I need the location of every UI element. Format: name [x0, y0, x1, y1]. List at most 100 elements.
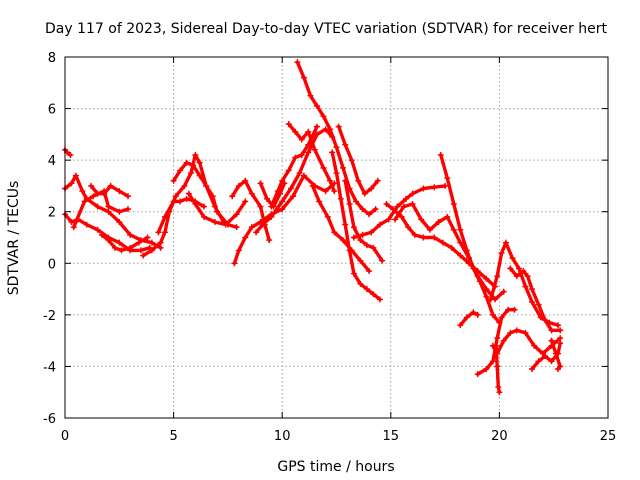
y-tick-label: 8 [48, 51, 56, 66]
data-point [155, 229, 162, 236]
data-point [116, 239, 123, 246]
data-point [181, 182, 188, 189]
data-point [116, 188, 123, 195]
data-point [177, 167, 184, 174]
data-point [277, 190, 284, 197]
data-point [448, 244, 455, 251]
data-point [379, 257, 386, 264]
data-point [248, 190, 255, 197]
series-line [549, 338, 562, 371]
data-point [324, 213, 331, 220]
data-point [511, 306, 518, 313]
data-point [548, 327, 555, 334]
data-point [333, 170, 340, 177]
data-point [281, 180, 288, 187]
data-point [329, 149, 336, 156]
data-point [346, 200, 353, 207]
data-point [257, 203, 264, 210]
data-point [124, 206, 131, 213]
data-point [279, 198, 286, 205]
data-point [161, 229, 168, 236]
data-point [127, 231, 134, 238]
series-arc-24 [392, 200, 507, 303]
series-arc-26 [457, 309, 481, 329]
data-point [470, 309, 477, 316]
data-point [105, 203, 112, 210]
data-point [494, 363, 501, 370]
data-point [400, 203, 407, 210]
data-point [333, 144, 340, 151]
x-tick-label: 25 [600, 429, 617, 444]
data-point [342, 221, 349, 228]
data-point [285, 121, 292, 128]
y-axis-label: SDTVAR / TECUs [6, 181, 22, 296]
data-point [157, 239, 164, 246]
data-point [309, 182, 316, 189]
data-point [83, 221, 90, 228]
data-point [292, 154, 299, 161]
data-point [370, 291, 377, 298]
data-point [372, 206, 379, 213]
data-point [557, 335, 564, 342]
series-arc-15 [257, 180, 288, 210]
data-point [389, 206, 396, 213]
data-point [192, 151, 199, 158]
plot-frame [64, 56, 609, 419]
data-point [196, 159, 203, 166]
data-point [67, 151, 74, 158]
data-point [298, 136, 305, 143]
data-point [507, 329, 514, 336]
data-point [316, 198, 323, 205]
data-point [242, 198, 249, 205]
data-point [439, 239, 446, 246]
data-point [337, 195, 344, 202]
data-point [266, 237, 273, 244]
data-point [555, 366, 562, 373]
data-point [463, 314, 470, 321]
data-point [548, 358, 555, 365]
y-tick-label: 0 [48, 257, 56, 272]
series-arc-16 [294, 59, 379, 218]
data-point [305, 149, 312, 156]
data-point [437, 151, 444, 158]
data-point [235, 182, 242, 189]
data-point [313, 123, 320, 130]
y-tick-label: -2 [43, 309, 56, 324]
data-point [368, 229, 375, 236]
data-point [111, 244, 118, 251]
series-line [508, 266, 562, 332]
x-tick-label: 5 [169, 429, 177, 444]
data-point [457, 252, 464, 259]
series-line [171, 161, 226, 224]
data-point [170, 198, 177, 205]
x-tick-label: 0 [61, 429, 69, 444]
series-arc-7 [140, 151, 240, 259]
data-point [359, 231, 366, 238]
y-tick-label: 4 [48, 154, 56, 169]
data-point [420, 185, 427, 192]
series-arc-20 [335, 123, 381, 197]
data-point [300, 74, 307, 81]
data-point [350, 234, 357, 241]
data-point [72, 172, 79, 179]
data-point [116, 208, 123, 215]
data-point [398, 213, 405, 220]
data-point [157, 244, 164, 251]
y-tick-label: 2 [48, 206, 56, 221]
data-point [552, 350, 559, 357]
series-line [89, 184, 130, 198]
data-point [172, 193, 179, 200]
data-point [346, 247, 353, 254]
data-point [498, 314, 505, 321]
data-point [331, 188, 338, 195]
data-point [233, 224, 240, 231]
data-point [350, 270, 357, 277]
data-point [531, 342, 538, 349]
data-point [222, 221, 229, 228]
data-point [515, 265, 522, 272]
data-point [294, 59, 301, 66]
data-point [496, 389, 503, 396]
series-arc-31 [507, 265, 564, 334]
data-point [79, 188, 86, 195]
data-point [476, 278, 483, 285]
